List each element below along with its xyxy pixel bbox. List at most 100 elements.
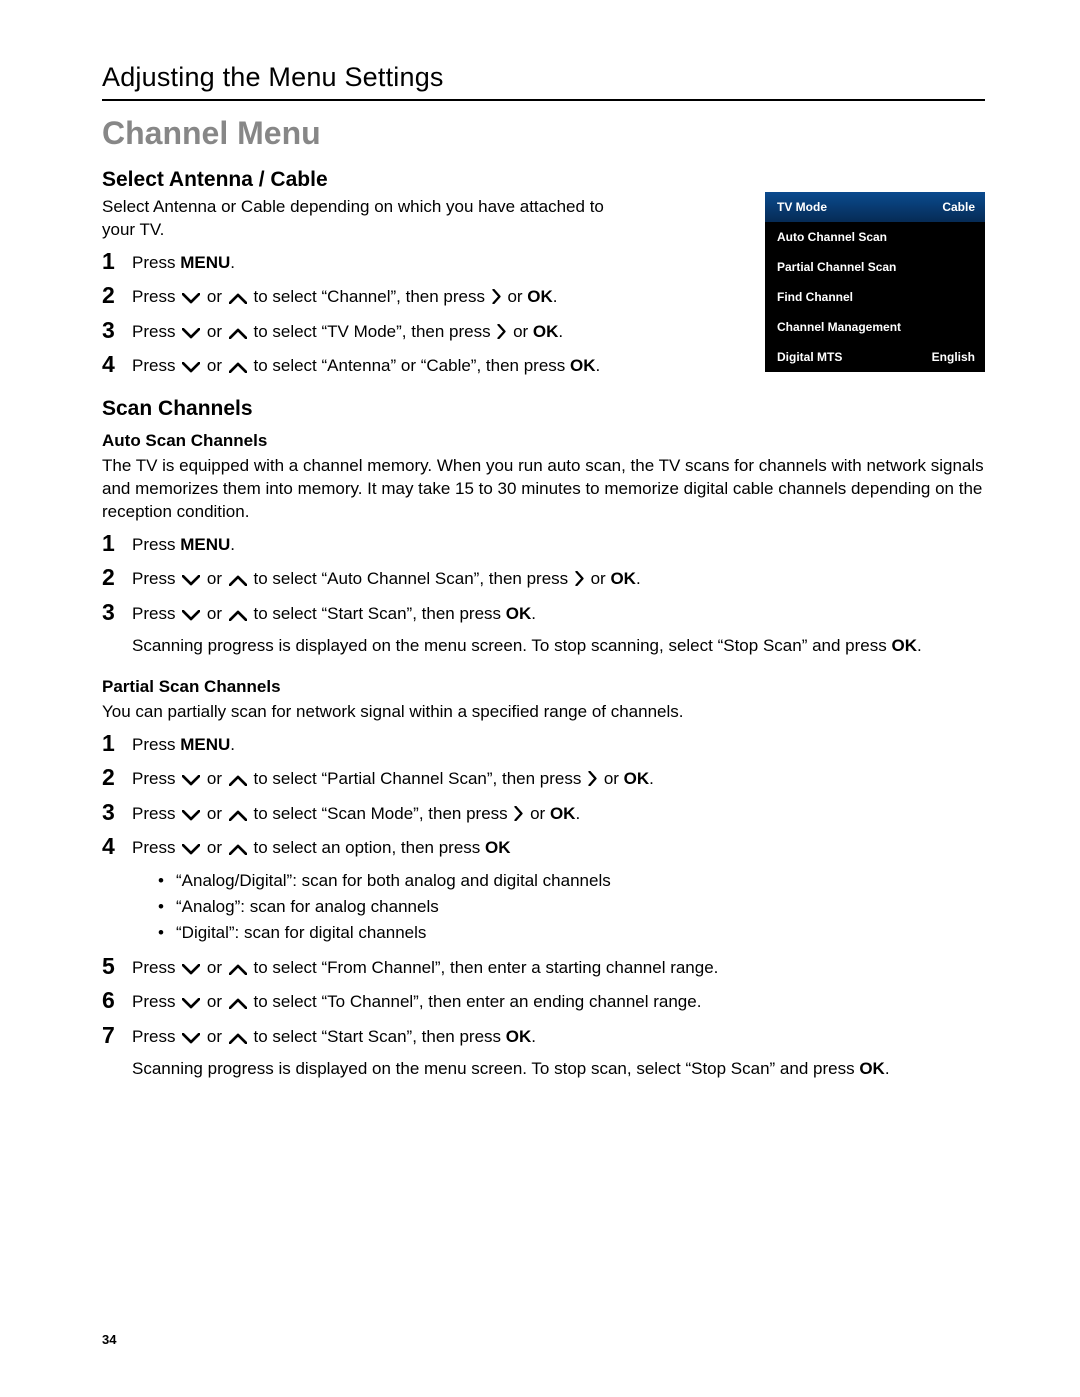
osd-label: Auto Channel Scan: [777, 230, 887, 244]
steps-auto-scan: 1 Press MENU. 2 Press or to select “Auto…: [102, 530, 985, 659]
chevron-up-icon: [229, 1033, 247, 1044]
step-body: Press or to select “Start Scan”, then pr…: [132, 1022, 536, 1050]
step-row: 3 Press or to select “Scan Mode”, then p…: [102, 799, 985, 827]
chevron-right-icon: [492, 289, 501, 304]
chevron-down-icon: [182, 964, 200, 975]
chevron-up-icon: [229, 775, 247, 786]
chevron-down-icon: [182, 610, 200, 621]
tv-osd-menu: TV Mode Cable Auto Channel Scan Partial Cha…: [765, 192, 985, 372]
scan-mode-options: “Analog/Digital”: scan for both analog a…: [158, 868, 985, 947]
chevron-down-icon: [182, 810, 200, 821]
step-number: 1: [102, 730, 132, 756]
main-heading: Channel Menu: [102, 115, 985, 152]
step-row: 6 Press or to select “To Channel”, then …: [102, 987, 985, 1015]
chevron-down-icon: [182, 998, 200, 1009]
step-number: 3: [102, 317, 132, 343]
chevron-right-icon: [588, 771, 597, 786]
chevron-down-icon: [182, 575, 200, 586]
osd-value: Cable: [942, 200, 975, 214]
osd-row: Channel Management: [765, 312, 985, 342]
chevron-up-icon: [229, 810, 247, 821]
step-row: 2 Press or to select “Auto Channel Scan”…: [102, 564, 985, 592]
osd-row: Find Channel: [765, 282, 985, 312]
step-row: 5 Press or to select “From Channel”, the…: [102, 953, 985, 981]
partial-scan-title: Partial Scan Channels: [102, 677, 985, 697]
partial-scan-intro: You can partially scan for network signa…: [102, 701, 985, 724]
chevron-down-icon: [182, 1033, 200, 1044]
step-number: 5: [102, 953, 132, 979]
step-number: 3: [102, 799, 132, 825]
osd-label: Partial Channel Scan: [777, 260, 896, 274]
osd-row: Digital MTS English: [765, 342, 985, 372]
chevron-up-icon: [229, 362, 247, 373]
step-row: 7 Press or to select “Start Scan”, then …: [102, 1022, 985, 1050]
section-select-antenna-title: Select Antenna / Cable: [102, 168, 985, 192]
chevron-right-icon: [497, 324, 506, 339]
page-header-title: Adjusting the Menu Settings: [102, 62, 985, 93]
step-body: Press or to select “From Channel”, then …: [132, 953, 718, 981]
list-item: “Analog”: scan for analog channels: [158, 894, 985, 920]
manual-page: Adjusting the Menu Settings Channel Menu…: [0, 0, 1080, 1397]
step-body: Press or to select “To Channel”, then en…: [132, 987, 701, 1015]
partial-scan-note: Scanning progress is displayed on the me…: [132, 1056, 985, 1082]
step-row: 4 Press or to select an option, then pre…: [102, 833, 985, 861]
section-scan-channels-title: Scan Channels: [102, 397, 985, 421]
step-body: Press or to select “Channel”, then press…: [132, 282, 558, 310]
chevron-down-icon: [182, 293, 200, 304]
step-number: 2: [102, 564, 132, 590]
step-body: Press or to select “Start Scan”, then pr…: [132, 599, 536, 627]
chevron-up-icon: [229, 328, 247, 339]
osd-row: TV Mode Cable: [765, 192, 985, 222]
chevron-down-icon: [182, 775, 200, 786]
osd-label: Find Channel: [777, 290, 853, 304]
chevron-up-icon: [229, 575, 247, 586]
section-select-antenna-intro: Select Antenna or Cable depending on whi…: [102, 196, 632, 242]
chevron-up-icon: [229, 610, 247, 621]
step-number: 6: [102, 987, 132, 1013]
osd-row: Partial Channel Scan: [765, 252, 985, 282]
step-number: 2: [102, 764, 132, 790]
step-row: 3 Press or to select “Start Scan”, then …: [102, 599, 985, 627]
chevron-down-icon: [182, 844, 200, 855]
step-row: 2 Press or to select “Partial Channel Sc…: [102, 764, 985, 792]
step-body: Press or to select “Partial Channel Scan…: [132, 764, 654, 792]
osd-label: TV Mode: [777, 200, 827, 214]
header-rule: [102, 99, 985, 101]
auto-scan-title: Auto Scan Channels: [102, 431, 985, 451]
osd-label: Channel Management: [777, 320, 901, 334]
osd-row: Auto Channel Scan: [765, 222, 985, 252]
step-body: Press or to select “TV Mode”, then press…: [132, 317, 563, 345]
step-number: 1: [102, 530, 132, 556]
chevron-up-icon: [229, 998, 247, 1009]
step-body: Press or to select an option, then press…: [132, 833, 511, 861]
step-row: 1 Press MENU.: [102, 730, 985, 758]
list-item: “Digital”: scan for digital channels: [158, 920, 985, 946]
osd-value: English: [932, 350, 975, 364]
chevron-up-icon: [229, 844, 247, 855]
osd-label: Digital MTS: [777, 350, 842, 364]
step-number: 2: [102, 282, 132, 308]
chevron-up-icon: [229, 293, 247, 304]
step-number: 3: [102, 599, 132, 625]
step-number: 1: [102, 248, 132, 274]
step-number: 4: [102, 833, 132, 859]
step-body: Press or to select “Antenna” or “Cable”,…: [132, 351, 600, 379]
list-item: “Analog/Digital”: scan for both analog a…: [158, 868, 985, 894]
chevron-right-icon: [514, 806, 523, 821]
step-body: Press MENU.: [132, 730, 235, 758]
step-body: Press MENU.: [132, 248, 235, 276]
chevron-up-icon: [229, 964, 247, 975]
step-number: 4: [102, 351, 132, 377]
step-body: Press or to select “Scan Mode”, then pre…: [132, 799, 580, 827]
step-body: Press MENU.: [132, 530, 235, 558]
chevron-right-icon: [575, 571, 584, 586]
chevron-down-icon: [182, 362, 200, 373]
step-body: Press or to select “Auto Channel Scan”, …: [132, 564, 641, 592]
page-number: 34: [102, 1332, 116, 1347]
chevron-down-icon: [182, 328, 200, 339]
auto-scan-note: Scanning progress is displayed on the me…: [132, 633, 985, 659]
step-row: 1 Press MENU.: [102, 530, 985, 558]
step-number: 7: [102, 1022, 132, 1048]
steps-partial-scan: 1 Press MENU. 2 Press or to select “Part…: [102, 730, 985, 1082]
auto-scan-intro: The TV is equipped with a channel memory…: [102, 455, 985, 524]
